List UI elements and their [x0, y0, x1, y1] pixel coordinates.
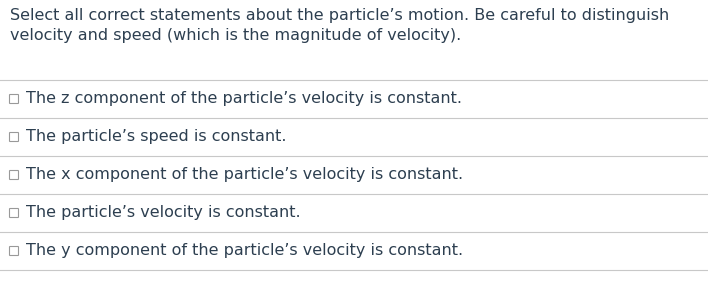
FancyBboxPatch shape — [9, 208, 18, 218]
Text: The x component of the particle’s velocity is constant.: The x component of the particle’s veloci… — [26, 168, 463, 183]
Bar — [0, 80, 708, 118]
Text: velocity and speed (which is the magnitude of velocity).: velocity and speed (which is the magnitu… — [10, 28, 461, 43]
Text: The particle’s speed is constant.: The particle’s speed is constant. — [26, 129, 287, 144]
Bar — [0, 194, 708, 232]
Bar — [0, 156, 708, 194]
Bar — [0, 232, 708, 270]
FancyBboxPatch shape — [9, 171, 18, 180]
FancyBboxPatch shape — [9, 133, 18, 141]
FancyBboxPatch shape — [9, 246, 18, 255]
Text: The particle’s velocity is constant.: The particle’s velocity is constant. — [26, 206, 301, 220]
Text: The y component of the particle’s velocity is constant.: The y component of the particle’s veloci… — [26, 243, 463, 258]
Text: Select all correct statements about the particle’s motion. Be careful to disting: Select all correct statements about the … — [10, 8, 669, 23]
Bar — [0, 118, 708, 156]
Text: The z component of the particle’s velocity is constant.: The z component of the particle’s veloci… — [26, 91, 462, 106]
FancyBboxPatch shape — [9, 94, 18, 103]
